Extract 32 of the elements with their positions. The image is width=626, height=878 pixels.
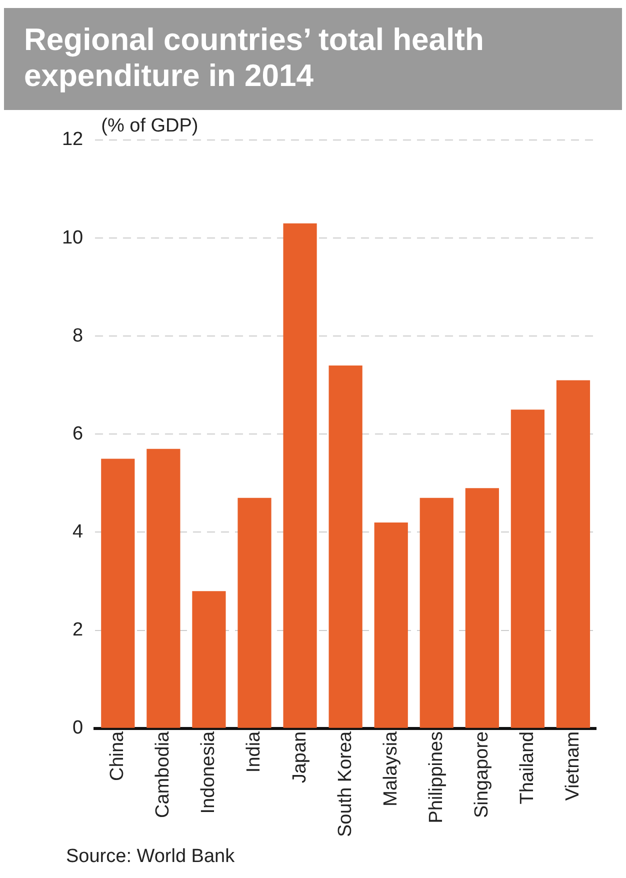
bar <box>556 380 590 728</box>
x-tick-label: Vietnam <box>562 731 584 801</box>
x-tick-label: Malaysia <box>380 730 402 806</box>
x-tick-label: Japan <box>289 731 310 784</box>
y-tick-label: 0 <box>72 718 84 739</box>
bar <box>510 410 544 728</box>
y-tick-label: 6 <box>72 423 84 444</box>
x-tick-label: Philippines <box>426 731 447 824</box>
bar <box>101 458 135 728</box>
y-axis-title: (% of GDP) <box>101 116 198 137</box>
x-tick-label: China <box>107 730 128 782</box>
x-tick-label: Indonesia <box>198 730 220 814</box>
y-tick-label: 4 <box>72 521 84 542</box>
bar <box>465 488 499 728</box>
chart-title: Regional countries’ total health expenditure in 2014 <box>4 8 622 110</box>
x-tick-label: Cambodia <box>152 730 174 818</box>
bar <box>374 522 408 728</box>
y-tick-label: 2 <box>72 620 84 641</box>
x-tick-label: South Korea <box>334 730 356 838</box>
bar <box>238 498 272 728</box>
x-tick-label: Thailand <box>516 731 538 804</box>
x-tick-label: India <box>244 730 265 773</box>
x-tick-label: Singapore <box>471 731 492 818</box>
y-tick-label: 8 <box>72 325 84 346</box>
bar <box>192 591 226 728</box>
bar <box>420 498 454 728</box>
bar <box>328 366 362 728</box>
y-tick-label: 12 <box>62 129 84 150</box>
bar <box>283 223 317 728</box>
source-note: Source: World Bank <box>66 846 235 868</box>
bar <box>146 448 180 728</box>
y-tick-label: 10 <box>62 227 84 248</box>
